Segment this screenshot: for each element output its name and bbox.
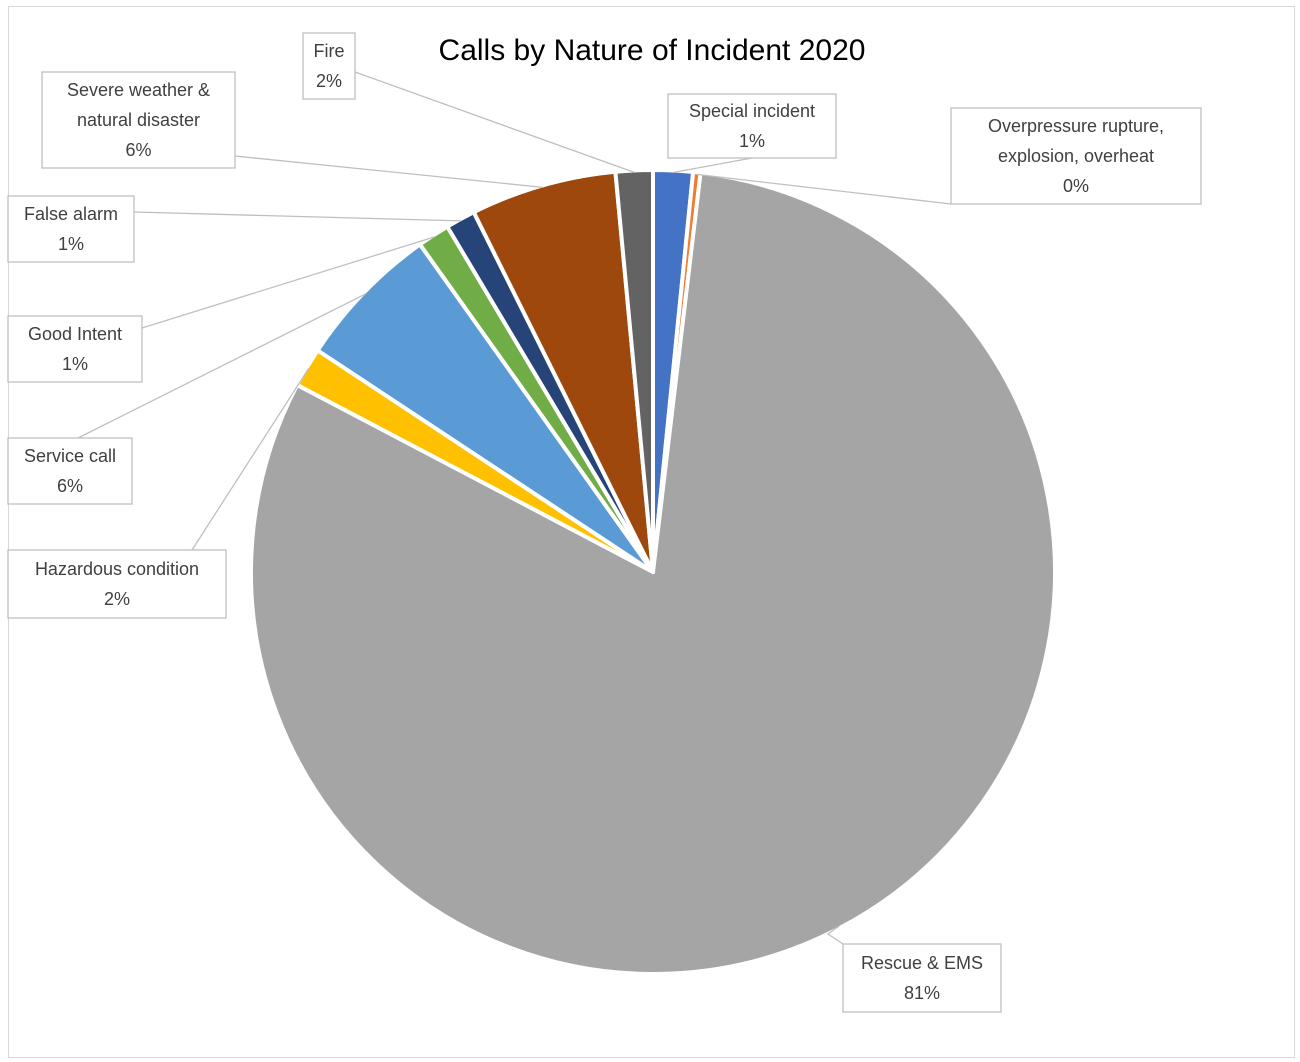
data-label-percent: 0% [1063,176,1089,196]
data-label-percent: 6% [125,140,151,160]
pie-slices [251,170,1055,974]
data-label-percent: 6% [57,476,83,496]
data-label-good-intent: Good Intent 1% [8,316,142,382]
data-label-percent: 2% [316,71,342,91]
data-label-category: Service call [24,446,116,466]
chart-title: Calls by Nature of Incident 2020 [439,34,866,67]
data-label-false-alarm: False alarm 1% [8,196,134,262]
data-label-category: explosion, overheat [998,146,1154,166]
data-label-category: Good Intent [28,324,122,344]
data-label-category: False alarm [24,204,118,224]
data-label-percent: 1% [58,234,84,254]
data-label-category: Special incident [689,101,815,121]
data-label-category: Overpressure rupture, [988,116,1164,136]
leader-line-special-incident [673,158,752,173]
data-label-special-incident: Special incident 1% [668,94,836,158]
data-label-service-call: Service call 6% [8,438,132,504]
data-label-percent: 81% [904,983,940,1003]
data-label-percent: 1% [739,131,765,151]
data-label-category: Hazardous condition [35,559,199,579]
data-label-fire: Fire 2% [303,33,355,99]
data-label-category: Severe weather & [67,80,210,100]
leader-line-fire [355,72,634,172]
data-label-percent: 1% [62,354,88,374]
leader-line-severe-weather-natural-disaster [235,156,543,187]
data-label-overpressure-rupture-explosion-overheat: Overpressure rupture, explosion, overheat… [951,108,1201,204]
data-label-rescue-ems: Rescue & EMS 81% [843,944,1001,1012]
data-label-category: Rescue & EMS [861,953,983,973]
data-label-category: Fire [314,41,345,61]
data-label-hazardous-condition: Hazardous condition 2% [8,550,226,618]
leader-line-false-alarm [134,212,461,221]
data-label-category: natural disaster [77,110,200,130]
data-label-percent: 2% [104,589,130,609]
data-label-severe-weather-natural-disaster: Severe weather & natural disaster 6% [42,72,235,168]
